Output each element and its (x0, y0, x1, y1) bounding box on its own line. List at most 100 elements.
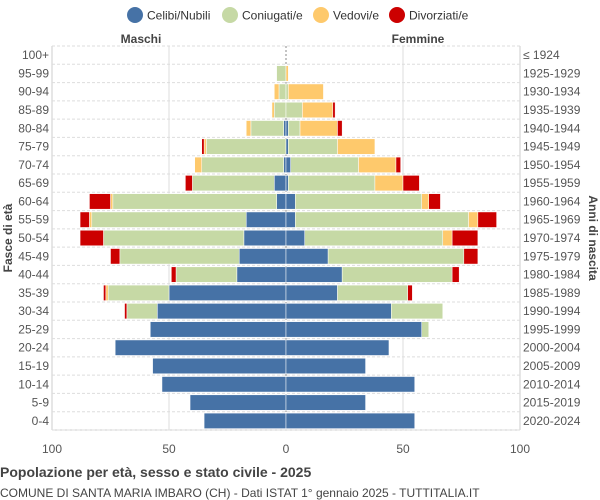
male-bar-divorziati-35-39 (103, 284, 107, 301)
female-bar-vedove-50-54 (442, 230, 453, 246)
male-bar-celibi-0-4 (203, 412, 287, 429)
legend-marker-3 (389, 7, 405, 23)
female-bar-divorziate-35-39 (407, 284, 413, 301)
female-bar-nubili-40-44 (285, 266, 343, 283)
female-bar-nubili-20-24 (285, 339, 390, 356)
female-bar-divorziate-50-54 (451, 230, 479, 246)
male-bar-celibi-15-19 (152, 358, 287, 374)
female-bar-coniugate-45-49 (327, 248, 465, 265)
birth-year-label: 1960-1964 (523, 194, 581, 208)
age-group-label: 75-79 (18, 140, 49, 154)
male-bar-vedovi-55-59 (89, 211, 93, 228)
male-bar-coniugati-80-84 (250, 120, 284, 137)
female-bar-coniugate-65-69 (288, 175, 376, 192)
female-bar-vedove-60-64 (421, 193, 429, 210)
labels: 100 50 0 50 100 100+ ≤ 1924 95-99 1925-1929 90-94… (18, 48, 580, 456)
age-group-label: 45-49 (18, 249, 49, 263)
male-bar-divorziati-65-69 (185, 175, 193, 192)
male-bar-coniugati-35-39 (107, 284, 170, 301)
birth-year-label: 1935-1939 (523, 103, 581, 117)
male-bar-coniugati-85-89 (274, 102, 287, 118)
legend: Celibi/Nubili Coniugati/e Vedovi/e Divorzia… (127, 7, 469, 23)
male-bar-celibi-55-59 (245, 211, 287, 228)
legend-label: Celibi/Nubili (147, 9, 210, 23)
female-bar-coniugate-80-84 (288, 120, 301, 137)
age-group-label: 60-64 (18, 194, 49, 208)
male-bar-celibi-30-34 (157, 303, 287, 320)
age-group-label: 65-69 (18, 176, 49, 190)
birth-year-label: 1985-1989 (523, 286, 581, 300)
male-bar-celibi-10-14 (161, 376, 287, 393)
male-bar-divorziati-40-44 (171, 266, 177, 283)
legend-marker-1 (222, 7, 238, 23)
female-bar-coniugate-55-59 (295, 211, 469, 228)
female-bar-divorziate-55-59 (477, 211, 497, 228)
male-bar-coniugati-30-34 (126, 303, 158, 320)
male-bar-divorziati-55-59 (79, 211, 90, 228)
female-bar-divorziate-70-74 (395, 156, 401, 173)
legend-marker-0 (127, 7, 143, 23)
female-bar-vedove-90-94 (288, 83, 324, 100)
male-bar-celibi-80-84 (283, 120, 287, 137)
female-bar-coniugate-70-74 (290, 156, 359, 173)
birth-year-label: 2005-2009 (523, 359, 581, 373)
female-bar-coniugate-90-94 (285, 83, 289, 100)
male-bar-coniugati-70-74 (201, 156, 284, 173)
age-group-label: 70-74 (18, 158, 49, 172)
male-bar-coniugati-40-44 (175, 266, 238, 283)
male-bar-divorziati-60-64 (89, 193, 111, 210)
age-group-label: 30-34 (18, 304, 49, 318)
male-bar-coniugati-90-94 (278, 83, 287, 100)
birth-year-label: 1975-1979 (523, 249, 581, 263)
male-bar-vedovi-80-84 (245, 120, 252, 137)
age-group-label: 5-9 (32, 396, 50, 410)
birth-year-label: 1940-1944 (523, 121, 581, 135)
birth-year-label: 1930-1934 (523, 85, 581, 99)
female-bar-divorziate-60-64 (428, 193, 441, 210)
male-bar-coniugati-55-59 (91, 211, 247, 228)
male-bar-vedovi-70-74 (194, 156, 203, 173)
birth-year-label: 1995-1999 (523, 322, 581, 336)
chart-title: Popolazione per età, sesso e stato civil… (0, 464, 311, 480)
age-group-label: 0-4 (32, 414, 50, 428)
males-label: Maschi (121, 32, 162, 46)
age-group-label: 25-29 (18, 322, 49, 336)
female-bar-nubili-70-74 (285, 156, 291, 173)
age-group-label: 100+ (22, 48, 49, 62)
male-bar-coniugati-75-79 (206, 138, 287, 155)
male-bar-coniugati-45-49 (119, 248, 240, 265)
age-group-label: 20-24 (18, 341, 49, 355)
male-bar-celibi-70-74 (283, 156, 287, 173)
male-bar-coniugati-65-69 (192, 175, 275, 192)
birth-year-label: 1970-1974 (523, 231, 581, 245)
female-bar-nubili-35-39 (285, 284, 338, 301)
legend-label: Divorziati/e (409, 9, 469, 23)
male-bar-divorziati-50-54 (79, 230, 104, 246)
female-bar-nubili-50-54 (285, 230, 305, 246)
female-bar-nubili-10-14 (285, 376, 415, 393)
female-bar-nubili-60-64 (285, 193, 296, 210)
female-bar-divorziate-45-49 (463, 248, 479, 265)
age-group-label: 85-89 (18, 103, 49, 117)
x-tick-label: 100 (510, 442, 530, 456)
female-bar-nubili-55-59 (285, 211, 296, 228)
birth-year-label: 2010-2014 (523, 377, 581, 391)
male-bar-celibi-50-54 (243, 230, 287, 246)
birth-year-label: 1945-1949 (523, 140, 581, 154)
male-bar-celibi-45-49 (238, 248, 287, 265)
female-bar-nubili-65-69 (285, 175, 289, 192)
male-bar-divorziati-30-34 (124, 303, 128, 320)
age-group-label: 35-39 (18, 286, 49, 300)
female-bar-vedove-75-79 (337, 138, 376, 155)
male-bar-vedovi-85-89 (271, 102, 275, 118)
age-group-label: 90-94 (18, 85, 49, 99)
male-bar-celibi-65-69 (274, 175, 287, 192)
birth-year-label: 1955-1959 (523, 176, 581, 190)
age-group-label: 50-54 (18, 231, 49, 245)
male-bar-coniugati-50-54 (103, 230, 245, 246)
y-axis-label-left: Fasce di età (1, 203, 15, 272)
male-bar-divorziati-75-79 (201, 138, 205, 155)
female-bar-divorziate-85-89 (332, 102, 336, 118)
birth-year-label: 2000-2004 (523, 341, 581, 355)
female-bar-vedove-55-59 (468, 211, 479, 228)
